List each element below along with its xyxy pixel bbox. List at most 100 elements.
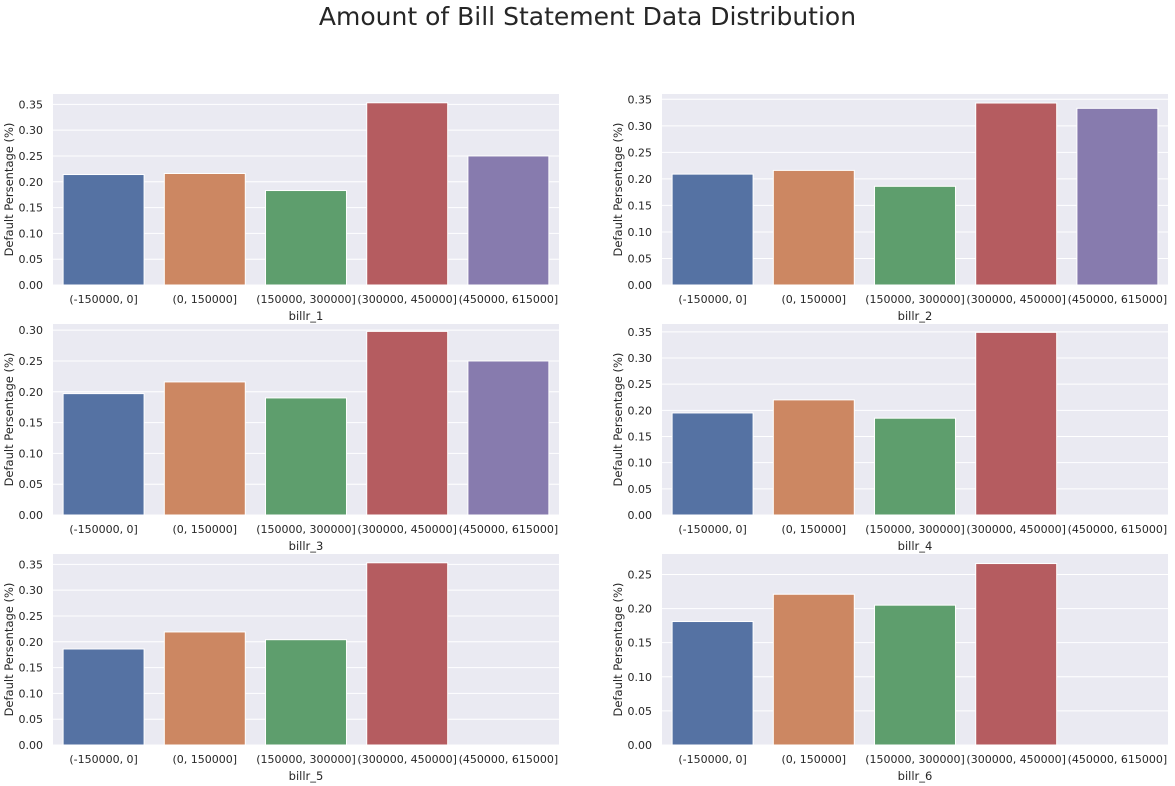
subplot-6: 0.00 0.05 0.10 0.15 0.20 0.25 (-150000, 0] (0, … xyxy=(611,554,1168,783)
x-tick-label: (300000, 450000] xyxy=(966,293,1066,306)
y-tick-label: 0.15 xyxy=(628,199,653,212)
bar xyxy=(163,631,246,746)
y-tick-label: 0.35 xyxy=(628,326,653,339)
bar xyxy=(366,102,449,286)
bar xyxy=(265,639,347,746)
y-tick-label: 0.05 xyxy=(628,483,653,496)
y-tick-label: 0.30 xyxy=(19,124,44,137)
x-tick-label: (150000, 300000] xyxy=(865,523,965,536)
x-axis-label: billr_6 xyxy=(898,769,933,783)
y-axis-label: Default Persentage (%) xyxy=(2,353,16,487)
y-tick-label: 0.05 xyxy=(19,713,44,726)
y-tick-label: 0.25 xyxy=(19,610,44,623)
bar xyxy=(467,360,550,516)
bar xyxy=(1076,107,1159,286)
x-tick-label: (450000, 615000] xyxy=(459,753,559,766)
x-tick-label: (450000, 615000] xyxy=(459,523,559,536)
y-tick-label: 0.20 xyxy=(19,636,44,649)
bar xyxy=(772,399,855,516)
bar xyxy=(772,169,855,286)
bar xyxy=(265,397,347,516)
y-tick-label: 0.05 xyxy=(628,252,653,265)
y-tick-label: 0.20 xyxy=(628,173,653,186)
y-axis-label: Default Persentage (%) xyxy=(611,123,625,257)
x-axis-label: billr_5 xyxy=(289,769,324,783)
subplot-5: 0.00 0.05 0.10 0.15 0.20 0.25 0.30 0.35 (-150000… xyxy=(2,554,559,783)
x-tick-label: (-150000, 0] xyxy=(678,753,747,766)
y-tick-label: 0.10 xyxy=(19,227,44,240)
y-tick-label: 0.15 xyxy=(628,431,653,444)
y-tick-label: 0.30 xyxy=(19,324,44,337)
bar xyxy=(671,621,754,746)
x-axis-label: billr_2 xyxy=(898,309,933,323)
y-tick-label: 0.30 xyxy=(628,352,653,365)
subplot-1: 0.00 0.05 0.10 0.15 0.20 0.25 0.30 0.35 (-150000… xyxy=(2,94,559,323)
y-tick-label: 0.35 xyxy=(19,558,44,571)
bar xyxy=(975,102,1058,286)
bar xyxy=(62,174,145,286)
x-axis-label: billr_1 xyxy=(289,309,324,323)
bar xyxy=(772,593,855,746)
x-tick-label: (300000, 450000] xyxy=(357,523,457,536)
x-tick-label: (-150000, 0] xyxy=(69,293,138,306)
x-tick-label: (0, 150000] xyxy=(782,293,847,306)
bar xyxy=(366,562,449,746)
y-tick-label: 0.10 xyxy=(628,457,653,470)
x-tick-label: (-150000, 0] xyxy=(69,523,138,536)
bar xyxy=(366,330,449,516)
y-tick-label: 0.25 xyxy=(628,378,653,391)
y-axis-label: Default Persentage (%) xyxy=(611,353,625,487)
y-tick-label: 0.00 xyxy=(19,279,44,292)
y-tick-label: 0.00 xyxy=(628,739,653,752)
y-tick-label: 0.20 xyxy=(19,386,44,399)
y-tick-label: 0.10 xyxy=(628,671,653,684)
bar xyxy=(671,173,754,286)
y-axis-label: Default Persentage (%) xyxy=(2,123,16,257)
y-tick-label: 0.30 xyxy=(19,584,44,597)
subplot-4: 0.00 0.05 0.10 0.15 0.20 0.25 0.30 0.35 (-150000… xyxy=(611,324,1168,553)
y-tick-label: 0.15 xyxy=(19,417,44,430)
y-tick-label: 0.10 xyxy=(628,226,653,239)
x-tick-label: (0, 150000] xyxy=(173,753,238,766)
x-tick-label: (450000, 615000] xyxy=(1068,523,1168,536)
y-tick-label: 0.15 xyxy=(19,202,44,215)
y-tick-label: 0.15 xyxy=(628,637,653,650)
y-tick-label: 0.00 xyxy=(19,739,44,752)
x-axis-label: billr_3 xyxy=(289,539,324,553)
y-tick-label: 0.15 xyxy=(19,662,44,675)
bar xyxy=(62,393,145,516)
x-tick-label: (450000, 615000] xyxy=(459,293,559,306)
y-tick-label: 0.25 xyxy=(628,568,653,581)
y-tick-label: 0.05 xyxy=(19,478,44,491)
y-tick-label: 0.00 xyxy=(628,279,653,292)
y-tick-label: 0.20 xyxy=(628,404,653,417)
y-tick-label: 0.00 xyxy=(19,509,44,522)
x-tick-label: (150000, 300000] xyxy=(865,293,965,306)
y-tick-label: 0.20 xyxy=(628,603,653,616)
bar xyxy=(671,412,754,516)
x-tick-label: (-150000, 0] xyxy=(678,293,747,306)
x-tick-label: (300000, 450000] xyxy=(357,293,457,306)
x-tick-label: (150000, 300000] xyxy=(865,753,965,766)
y-tick-label: 0.05 xyxy=(19,253,44,266)
y-tick-label: 0.10 xyxy=(19,447,44,460)
y-tick-label: 0.35 xyxy=(628,93,653,106)
x-tick-label: (150000, 300000] xyxy=(256,523,356,536)
bar xyxy=(163,381,246,516)
x-tick-label: (150000, 300000] xyxy=(256,293,356,306)
y-tick-label: 0.25 xyxy=(19,355,44,368)
x-tick-label: (300000, 450000] xyxy=(966,753,1066,766)
x-tick-label: (300000, 450000] xyxy=(966,523,1066,536)
x-tick-label: (-150000, 0] xyxy=(69,753,138,766)
x-tick-label: (0, 150000] xyxy=(173,293,238,306)
x-tick-label: (0, 150000] xyxy=(782,753,847,766)
y-tick-label: 0.10 xyxy=(19,687,44,700)
bar xyxy=(265,190,347,286)
bar xyxy=(874,417,956,516)
y-tick-label: 0.30 xyxy=(628,120,653,133)
bar xyxy=(163,172,246,286)
bar xyxy=(975,563,1058,746)
x-tick-label: (300000, 450000] xyxy=(357,753,457,766)
y-axis-label: Default Persentage (%) xyxy=(2,583,16,717)
